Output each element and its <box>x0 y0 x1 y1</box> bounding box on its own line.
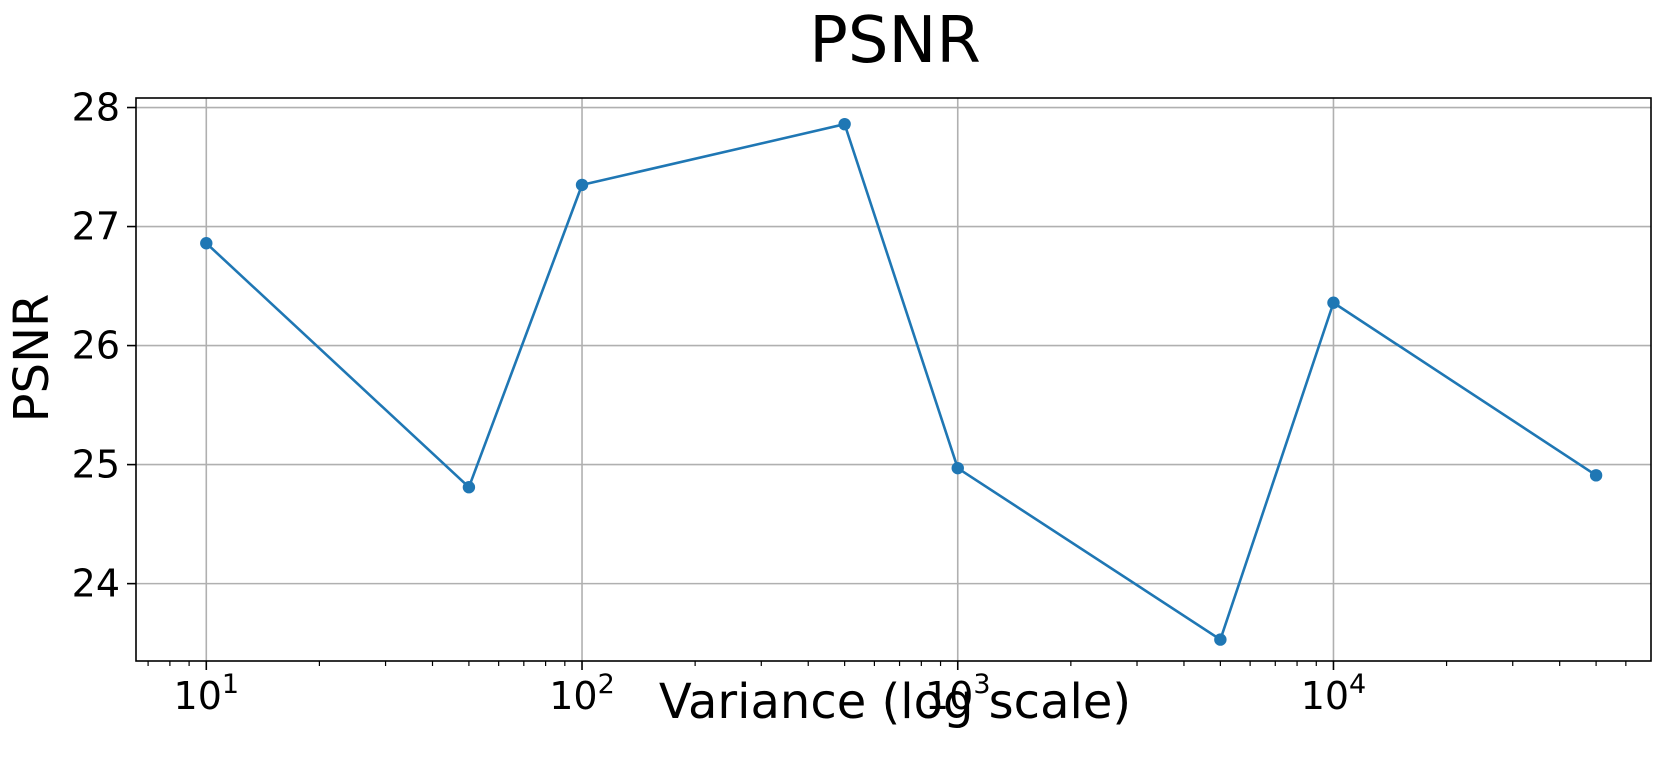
y-tick-label: 26 <box>72 324 120 368</box>
data-point <box>1214 633 1227 646</box>
y-tick-label: 27 <box>72 205 120 249</box>
x-tick-label: 101 <box>174 669 240 718</box>
y-tick-label: 25 <box>72 443 120 487</box>
major-ticks <box>127 106 1335 670</box>
data-point <box>200 237 213 250</box>
data-point <box>575 178 589 192</box>
x-tick-label: 102 <box>549 669 615 718</box>
plot-area-frame <box>135 97 1652 662</box>
x-tick-labels: 101 102 103 104 <box>174 669 1367 718</box>
data-point <box>1327 296 1340 309</box>
data-point <box>838 117 851 131</box>
grid <box>136 98 1651 661</box>
minor-ticks <box>147 661 1627 666</box>
x-tick-label: 104 <box>1301 669 1367 718</box>
x-tick-label: 103 <box>925 669 991 718</box>
series <box>200 117 1603 646</box>
y-axis-label: PSNR <box>4 294 60 423</box>
data-point <box>462 481 476 494</box>
data-point <box>1589 469 1603 482</box>
series-line <box>205 122 1597 641</box>
x-axis-label: Variance (log scale) <box>659 674 1131 730</box>
data-point <box>951 461 964 475</box>
y-tick-label: 28 <box>72 86 120 130</box>
y-tick-labels: 24 25 26 27 28 <box>72 86 120 606</box>
y-tick-label: 24 <box>72 562 120 606</box>
chart-title: PSNR <box>809 4 981 78</box>
